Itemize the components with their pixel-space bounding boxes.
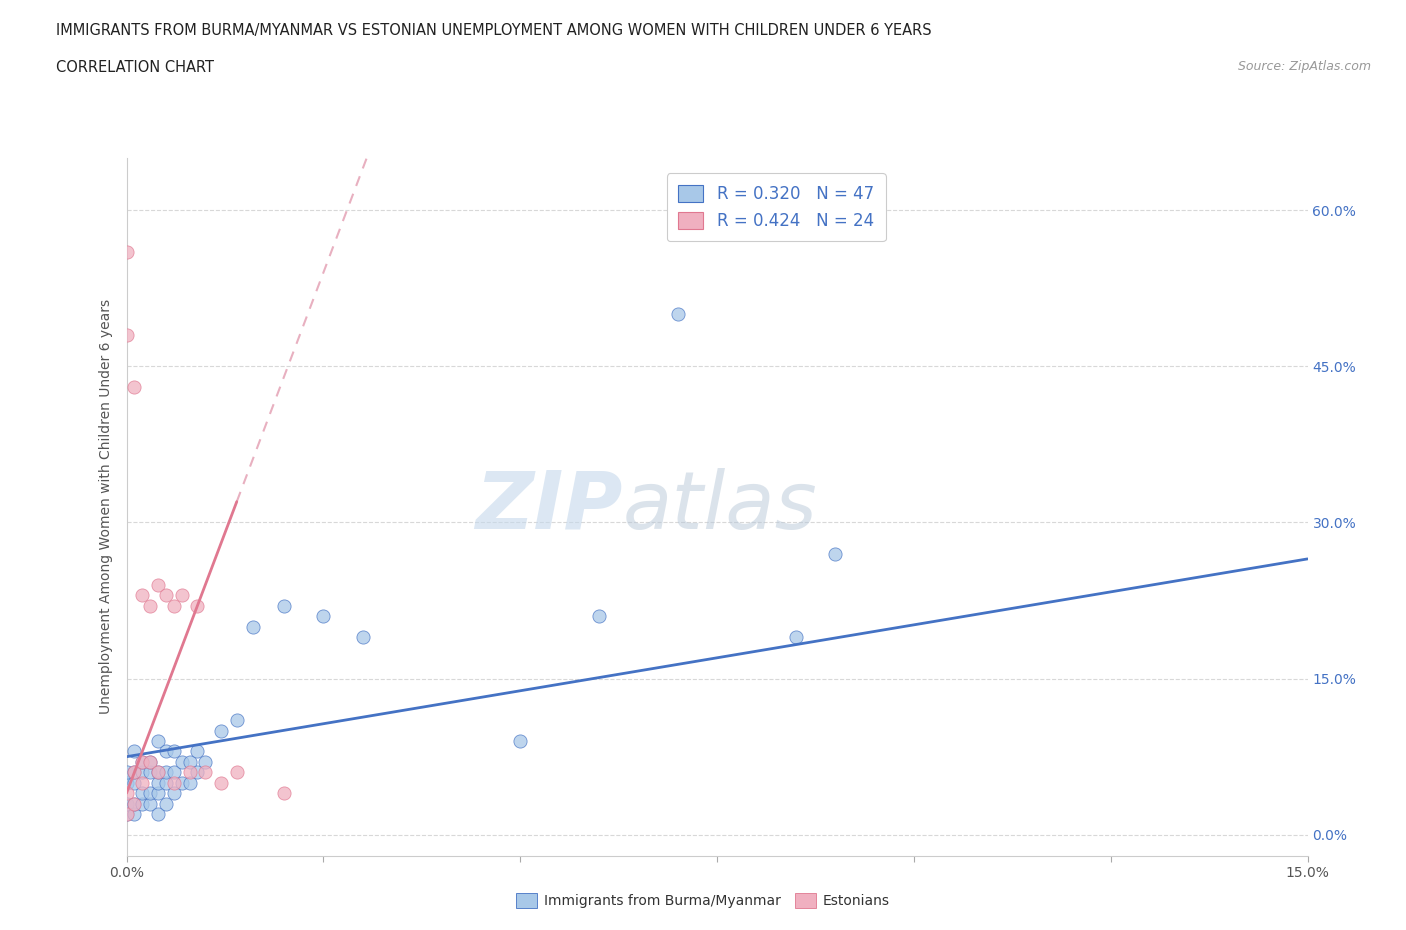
Point — [186, 598, 208, 613]
Point — [225, 712, 247, 727]
Text: atlas: atlas — [623, 468, 817, 546]
Point — [146, 786, 169, 801]
Point — [163, 744, 186, 759]
Text: IMMIGRANTS FROM BURMA/MYANMAR VS ESTONIAN UNEMPLOYMENT AMONG WOMEN WITH CHILDREN: IMMIGRANTS FROM BURMA/MYANMAR VS ESTONIA… — [56, 23, 932, 38]
Legend: R = 0.320   N = 47, R = 0.424   N = 24: R = 0.320 N = 47, R = 0.424 N = 24 — [666, 173, 886, 242]
Point — [115, 327, 138, 342]
Point — [131, 796, 153, 811]
Point — [139, 754, 162, 769]
Point — [170, 754, 193, 769]
Point — [131, 754, 153, 769]
Point — [115, 776, 138, 790]
Point — [115, 764, 138, 779]
Point — [131, 764, 153, 779]
Point — [273, 786, 295, 801]
Point — [163, 776, 186, 790]
Point — [146, 806, 169, 821]
Point — [131, 786, 153, 801]
Point — [273, 598, 295, 613]
Point — [124, 379, 146, 394]
Point — [124, 776, 146, 790]
Point — [124, 796, 146, 811]
Text: Source: ZipAtlas.com: Source: ZipAtlas.com — [1237, 60, 1371, 73]
Text: CORRELATION CHART: CORRELATION CHART — [56, 60, 214, 75]
Point — [124, 764, 146, 779]
Point — [785, 630, 807, 644]
Point — [824, 546, 846, 561]
Text: ZIP: ZIP — [475, 468, 623, 546]
Point — [312, 609, 335, 624]
Point — [155, 744, 177, 759]
Point — [131, 776, 153, 790]
Point — [209, 776, 232, 790]
Point — [131, 754, 153, 769]
Point — [124, 806, 146, 821]
Point — [155, 764, 177, 779]
Point — [115, 796, 138, 811]
Point — [139, 796, 162, 811]
Point — [225, 764, 247, 779]
Point — [115, 806, 138, 821]
Point — [146, 578, 169, 592]
Point — [139, 764, 162, 779]
Point — [179, 776, 201, 790]
Point — [146, 764, 169, 779]
Point — [666, 307, 689, 322]
Point — [124, 744, 146, 759]
Point — [170, 776, 193, 790]
Point — [146, 776, 169, 790]
Point — [186, 764, 208, 779]
Point — [163, 598, 186, 613]
Point — [588, 609, 610, 624]
Point — [115, 806, 138, 821]
Point — [352, 630, 374, 644]
Point — [155, 796, 177, 811]
Y-axis label: Unemployment Among Women with Children Under 6 years: Unemployment Among Women with Children U… — [100, 299, 114, 714]
Point — [179, 754, 201, 769]
Point — [179, 764, 201, 779]
Point — [209, 724, 232, 738]
Point — [170, 588, 193, 603]
Point — [186, 744, 208, 759]
Point — [124, 796, 146, 811]
Point — [146, 734, 169, 749]
Point — [194, 754, 217, 769]
Point — [194, 764, 217, 779]
Point — [131, 588, 153, 603]
Point — [115, 245, 138, 259]
Point — [115, 786, 138, 801]
Point — [155, 588, 177, 603]
Point — [139, 598, 162, 613]
Point — [163, 764, 186, 779]
Point — [509, 734, 531, 749]
Point — [155, 776, 177, 790]
Point — [139, 786, 162, 801]
Point — [163, 786, 186, 801]
Point — [242, 619, 264, 634]
Point — [139, 754, 162, 769]
Point — [146, 764, 169, 779]
Point — [124, 764, 146, 779]
Legend: Immigrants from Burma/Myanmar, Estonians: Immigrants from Burma/Myanmar, Estonians — [510, 888, 896, 914]
